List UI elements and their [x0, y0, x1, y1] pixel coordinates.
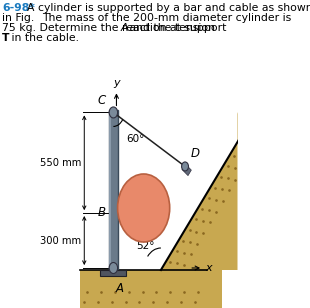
Text: 75 kg. Determine the reaction at support: 75 kg. Determine the reaction at support — [2, 23, 230, 33]
Text: 550 mm: 550 mm — [40, 158, 81, 168]
Text: y: y — [113, 79, 120, 88]
Text: 300 mm: 300 mm — [40, 236, 81, 245]
Bar — [100, 270, 126, 276]
Text: 52°: 52° — [136, 241, 155, 251]
Text: The mass of the 200-mm diameter cylinder is: The mass of the 200-mm diameter cylinder… — [42, 13, 291, 23]
Circle shape — [117, 174, 170, 242]
Bar — [109, 111, 112, 270]
Text: 6-98*: 6-98* — [2, 3, 35, 13]
Text: C: C — [98, 95, 106, 107]
Text: B: B — [98, 206, 106, 219]
Text: A cylinder is supported by a bar and cable as shown: A cylinder is supported by a bar and cab… — [27, 3, 310, 13]
Text: T: T — [2, 33, 10, 43]
Polygon shape — [161, 112, 243, 270]
Circle shape — [109, 107, 117, 118]
Bar — [109, 111, 117, 270]
Text: and the tension: and the tension — [126, 23, 215, 33]
Polygon shape — [80, 270, 222, 308]
Text: A: A — [121, 23, 129, 33]
Circle shape — [182, 162, 188, 171]
Circle shape — [109, 262, 117, 274]
Text: x: x — [205, 263, 212, 273]
Text: A: A — [116, 282, 124, 295]
Text: in the cable.: in the cable. — [8, 33, 79, 43]
Bar — [182, 164, 191, 176]
Text: D: D — [190, 148, 199, 160]
Text: in Fig.: in Fig. — [2, 13, 34, 23]
Text: 60°: 60° — [126, 135, 145, 144]
